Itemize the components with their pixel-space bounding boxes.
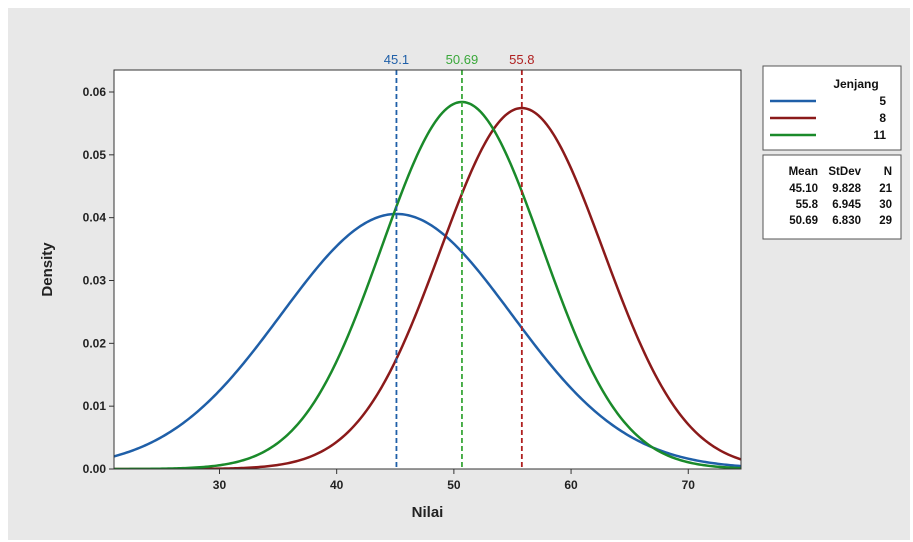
stats-cell: 9.828 (832, 183, 861, 195)
plot-area (114, 70, 741, 469)
legend-entry: 5 (879, 94, 886, 108)
plot-border (113, 69, 742, 470)
stats-cell: 50.69 (789, 215, 818, 227)
x-axis-title: Nilai (412, 504, 444, 521)
y-tick-label: 0.06 (83, 85, 107, 99)
y-tick-label: 0.04 (83, 211, 107, 225)
density-curve-11 (114, 100, 741, 469)
x-tick-label: 40 (330, 478, 344, 492)
y-tick-label: 0.05 (83, 148, 107, 162)
chart-svg: 0.000.010.020.030.040.050.06 30 40 50 60 70 … (39, 52, 902, 521)
stats-header: N (884, 166, 892, 178)
reference-label: 45.1 (384, 52, 409, 67)
stats-cell: 6.945 (832, 199, 861, 211)
y-axis-title: Density (39, 242, 56, 297)
stats-cell: 45.10 (789, 183, 818, 195)
y-axis: 0.00 0.01 0.02 0.03 0.04 0.05 0.06 (83, 85, 114, 476)
reference-label: 50.69 (446, 52, 479, 67)
x-axis: 30 40 50 60 70 (213, 469, 695, 492)
x-tick-label: 50 (447, 478, 461, 492)
stats-cell: 29 (879, 215, 892, 227)
reference-lines: 45.1 50.69 55.8 (384, 52, 534, 469)
y-tick-label: 0.03 (83, 273, 107, 287)
legend-entry: 11 (873, 128, 886, 142)
chart-frame: 0.00 0.01 0.02 0.03 0.04 0.05 0.06 30 40 50 60 70 … (8, 8, 910, 540)
stats-header: StDev (828, 166, 861, 178)
legend: Jenjang 5 8 11 (762, 65, 902, 151)
x-tick-label: 30 (213, 478, 227, 492)
legend-entry: 8 (879, 111, 886, 125)
x-tick-label: 70 (682, 478, 696, 492)
x-tick-label: 60 (564, 478, 578, 492)
stats-cell: 30 (879, 199, 892, 211)
y-tick-label: 0.01 (83, 399, 107, 413)
legend-title: Jenjang (833, 77, 878, 91)
stats-cell: 6.830 (832, 215, 861, 227)
density-curve-5 (114, 212, 741, 468)
stats-cell: 55.8 (796, 199, 819, 211)
stats-cell: 21 (879, 183, 892, 195)
y-tick-label: 0.02 (83, 336, 107, 350)
y-tick-label: 0.00 (83, 462, 107, 476)
stats-header: Mean (789, 166, 818, 178)
stats-table: Mean StDev N 45.10 9.828 21 55.8 6.945 30 50.69 6.… (762, 154, 902, 240)
reference-label: 55.8 (509, 52, 534, 67)
